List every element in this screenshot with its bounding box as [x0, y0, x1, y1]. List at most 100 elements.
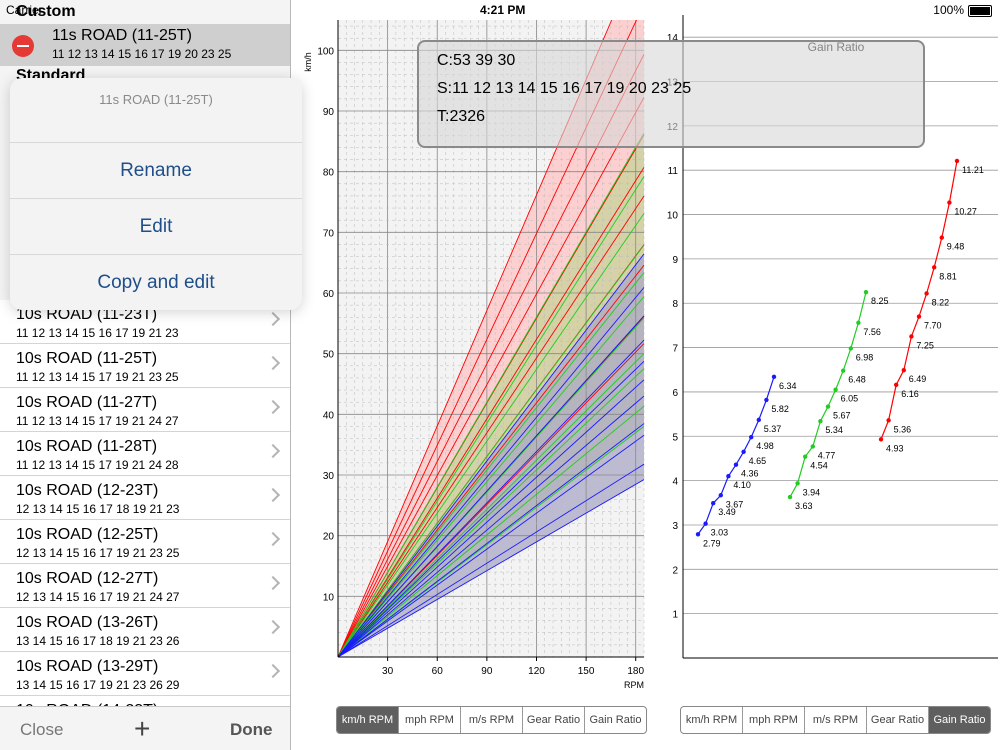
y-tick-label: 10 — [323, 592, 335, 603]
close-button[interactable]: Close — [20, 720, 64, 739]
battery-percent: 100% — [933, 3, 964, 17]
gain-point-red — [947, 200, 952, 205]
popover-arrow — [150, 78, 170, 79]
list-item[interactable]: 10s ROAD (12-27T) 12 13 14 15 16 17 19 21… — [0, 564, 290, 608]
sprockets-label: S:11 12 13 14 15 16 17 19 20 23 25 — [437, 80, 692, 97]
tab-gear-ratio[interactable]: Gear Ratio — [523, 707, 585, 733]
list-item[interactable]: 10s ROAD (12-25T) 12 13 14 15 16 17 19 21… — [0, 520, 290, 564]
y-tick-label: 6 — [672, 388, 678, 399]
gear-line-blue — [337, 315, 645, 658]
gain-point-blue — [764, 397, 769, 403]
add-icon[interactable]: + — [134, 713, 151, 744]
tab-mph-rpm[interactable]: mph RPM — [399, 707, 461, 733]
y-tick-label: 40 — [323, 410, 335, 421]
item-sprockets: 13 14 15 16 17 18 19 21 23 26 — [16, 634, 180, 648]
gear-line-green — [337, 132, 645, 658]
gain-label: 6.05 — [841, 394, 859, 404]
item-title: 10s ROAD (11-28T) — [16, 438, 158, 455]
y-tick-label: 4 — [672, 477, 678, 488]
gain-label: 4.93 — [886, 443, 904, 453]
y-tick-label: 60 — [323, 289, 335, 300]
gain-point-green — [803, 454, 808, 459]
tab-kmh-rpm[interactable]: km/h RPM — [681, 707, 743, 733]
copy-and-edit-button[interactable]: Copy and edit — [10, 254, 302, 310]
y-tick-label: 2 — [672, 565, 678, 576]
tab-gain-ratio[interactable]: Gain Ratio — [929, 707, 990, 733]
gain-label: 4.98 — [756, 441, 774, 451]
selected-gear-sprockets: 11 12 13 14 15 16 17 19 20 23 25 — [52, 47, 232, 61]
rename-button[interactable]: Rename — [10, 142, 302, 198]
gain-label: 4.10 — [733, 480, 751, 490]
gain-label: 2.79 — [703, 538, 721, 548]
list-item[interactable]: 10s ROAD (13-26T) 13 14 15 16 17 18 19 21… — [0, 608, 290, 652]
bottom-toolbar: Close + Done — [0, 706, 290, 750]
y-tick-label: 14 — [667, 33, 679, 44]
item-sprockets: 12 13 14 15 16 17 19 21 23 25 — [16, 546, 180, 560]
gain-point-green — [841, 368, 846, 373]
gain-point-blue — [711, 501, 716, 506]
gain-label: 5.82 — [771, 404, 789, 414]
item-sprockets: 11 12 13 14 15 17 19 21 23 25 — [16, 370, 179, 384]
gain-label: 7.56 — [863, 327, 881, 337]
gear-line-red — [337, 97, 645, 658]
y-tick-label: 100 — [317, 46, 334, 57]
gear-line-green — [337, 296, 645, 658]
action-popover: 11s ROAD (11-25T) Rename Edit Copy and e… — [10, 78, 302, 310]
right-chart-mode-selector: km/h RPM mph RPM m/s RPM Gear Ratio Gain… — [680, 706, 991, 734]
list-item[interactable]: 10s ROAD (11-28T) 11 12 13 14 15 17 19 21… — [0, 432, 290, 476]
tab-gain-ratio[interactable]: Gain Ratio — [589, 714, 642, 726]
battery-indicator: 100% — [933, 3, 992, 17]
list-item[interactable]: 10s ROAD (12-23T) 12 13 14 15 16 17 18 19… — [0, 476, 290, 520]
list-item[interactable]: 10s ROAD (13-29T) 13 14 15 16 17 19 21 23… — [0, 652, 290, 696]
tab-kmh-rpm[interactable]: km/h RPM — [337, 707, 399, 733]
item-title: 10s ROAD (13-26T) — [16, 614, 159, 631]
gain-point-blue — [771, 374, 777, 380]
gain-point-blue — [726, 473, 731, 479]
gear-line-green — [337, 353, 645, 658]
clock: 4:21 PM — [480, 3, 526, 17]
gear-line-green — [337, 368, 645, 658]
gain-label: 6.98 — [856, 352, 874, 362]
chevron-right-icon — [265, 355, 281, 371]
gain-point-green — [810, 444, 815, 449]
gain-label: 6.34 — [779, 381, 797, 391]
item-title: 10s ROAD (12-25T) — [16, 526, 159, 543]
y-tick-label: 20 — [323, 532, 335, 543]
item-sprockets: 11 12 13 14 15 17 19 21 24 28 — [16, 458, 179, 472]
tab-mph-rpm[interactable]: mph RPM — [743, 707, 805, 733]
selected-gear-row[interactable]: 11s ROAD (11-25T) 11 12 13 14 15 16 17 1… — [0, 24, 290, 66]
gain-point-red — [954, 158, 960, 164]
list-item[interactable]: 10s ROAD (11-27T) 11 12 13 14 15 17 19 21… — [0, 388, 290, 432]
status-bar: Carrier 4:21 PM 100% — [0, 0, 1000, 20]
gain-point-red — [909, 334, 914, 339]
tire-label: T:2326 — [437, 108, 486, 125]
delete-icon[interactable] — [12, 35, 34, 57]
tab-gear-ratio[interactable]: Gear Ratio — [867, 707, 929, 733]
gain-point-green — [818, 418, 823, 424]
list-item[interactable]: 10s ROAD (11-25T) 11 12 13 14 15 17 19 21… — [0, 344, 290, 388]
chevron-right-icon — [265, 399, 281, 415]
gain-label: 11.21 — [962, 165, 984, 175]
gain-point-blue — [733, 462, 739, 467]
done-button[interactable]: Done — [230, 720, 273, 739]
gain-point-red — [901, 368, 906, 373]
gain-point-blue — [718, 493, 723, 498]
tab-ms-rpm[interactable]: m/s RPM — [461, 707, 523, 733]
gain-point-red — [894, 382, 899, 388]
edit-button[interactable]: Edit — [10, 198, 302, 254]
chevron-right-icon — [265, 531, 281, 547]
x-tick-label: 90 — [481, 666, 493, 677]
tab-ms-rpm[interactable]: m/s RPM — [805, 707, 867, 733]
gear-line-blue — [337, 434, 645, 658]
chainrings-label: C:53 39 30 — [437, 52, 516, 69]
gear-line-blue — [337, 479, 645, 658]
gain-label: 8.25 — [871, 296, 889, 306]
y-axis-label: km/h — [303, 52, 313, 72]
gain-label: 5.67 — [833, 411, 851, 421]
gain-point-red — [886, 418, 891, 423]
y-tick-label: 8 — [672, 299, 678, 310]
popover-title: 11s ROAD (11-25T) — [99, 92, 213, 107]
y-tick-label: 90 — [323, 107, 335, 118]
gain-point-green — [795, 481, 800, 486]
carrier-label: Carrier — [6, 3, 43, 17]
